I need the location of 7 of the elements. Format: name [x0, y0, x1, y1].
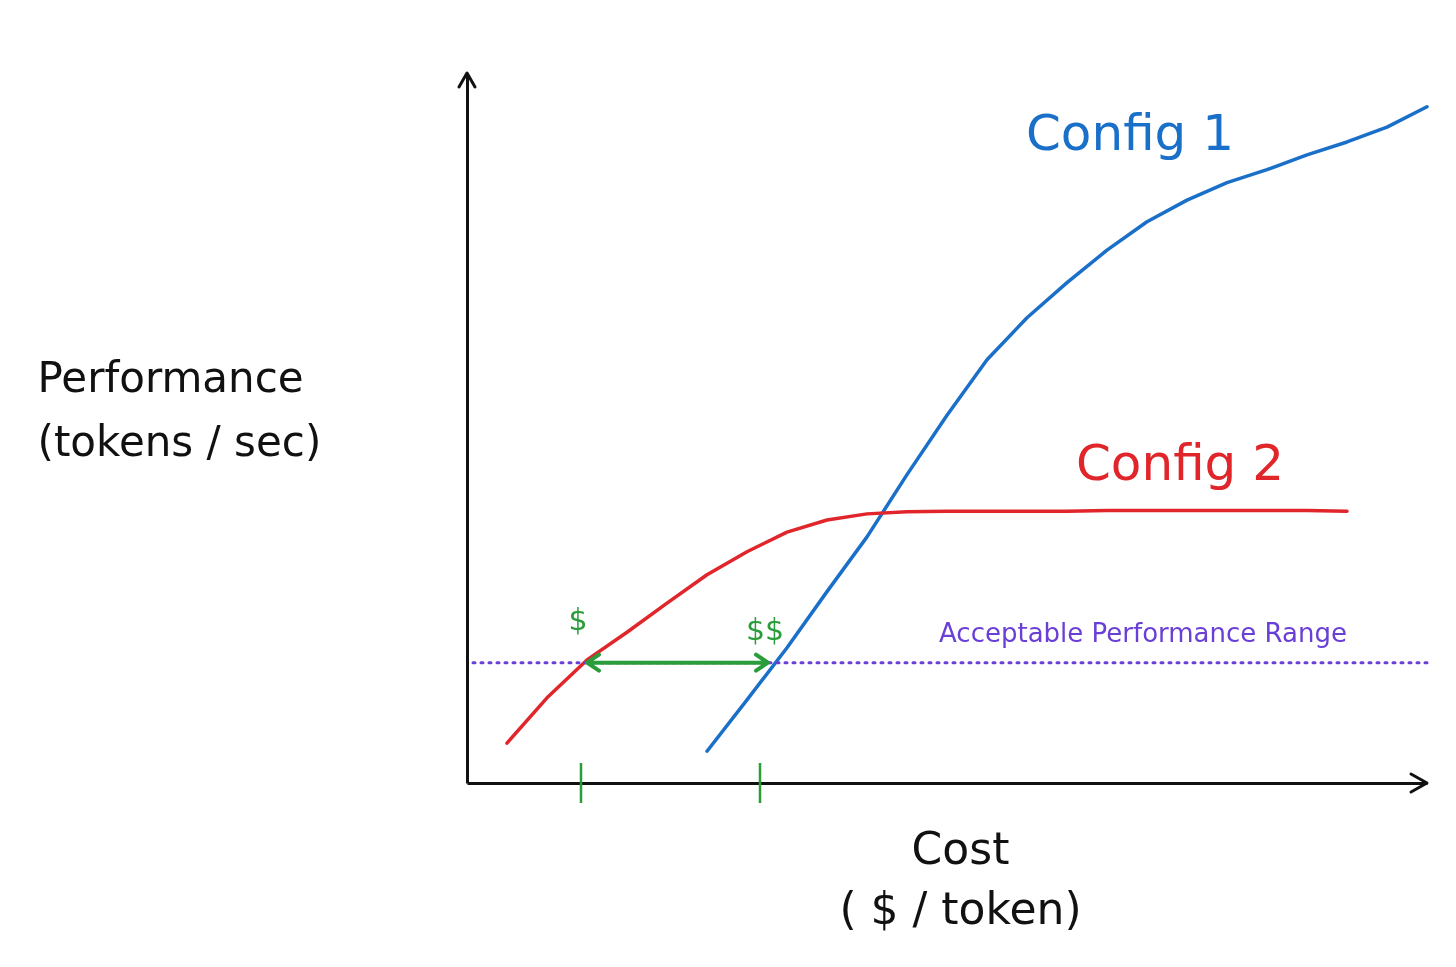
x-axis-title: Cost ( $ / token): [839, 822, 1082, 934]
y-axis-title: Performance (tokens / sec): [37, 352, 322, 466]
series-label: Config 2: [1075, 434, 1285, 493]
series-label: Config 1: [1025, 103, 1235, 162]
annotation: $$: [745, 612, 785, 647]
ref-line-label: Acceptable Performance Range: [939, 617, 1347, 648]
annotation: $: [568, 602, 588, 637]
